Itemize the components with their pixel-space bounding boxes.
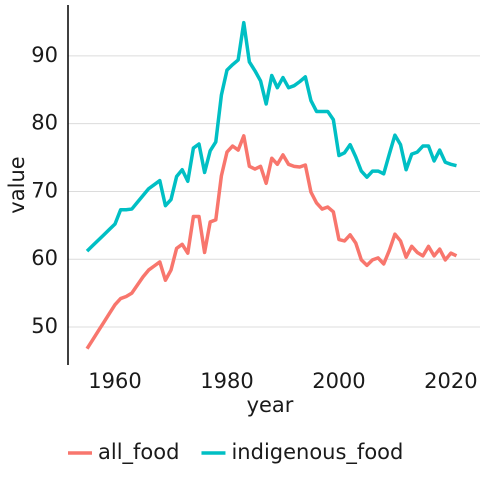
x-tick-label: 2020 <box>424 369 477 393</box>
x-tick-label: 2000 <box>312 369 365 393</box>
y-tick-label: 60 <box>31 246 58 270</box>
y-tick-label: 90 <box>31 43 58 67</box>
y-axis-label: value <box>5 156 29 213</box>
x-tick-label: 1960 <box>88 369 141 393</box>
y-tick-label: 70 <box>31 178 58 202</box>
x-axis-label: year <box>247 393 294 417</box>
legend-label: all_food <box>98 440 179 465</box>
x-tick-label: 1980 <box>200 369 253 393</box>
y-tick-label: 50 <box>31 314 58 338</box>
data-line <box>85 20 457 253</box>
legend-label: indigenous_food <box>231 440 403 465</box>
y-tick-label: 80 <box>31 111 58 135</box>
data-line <box>85 134 458 350</box>
